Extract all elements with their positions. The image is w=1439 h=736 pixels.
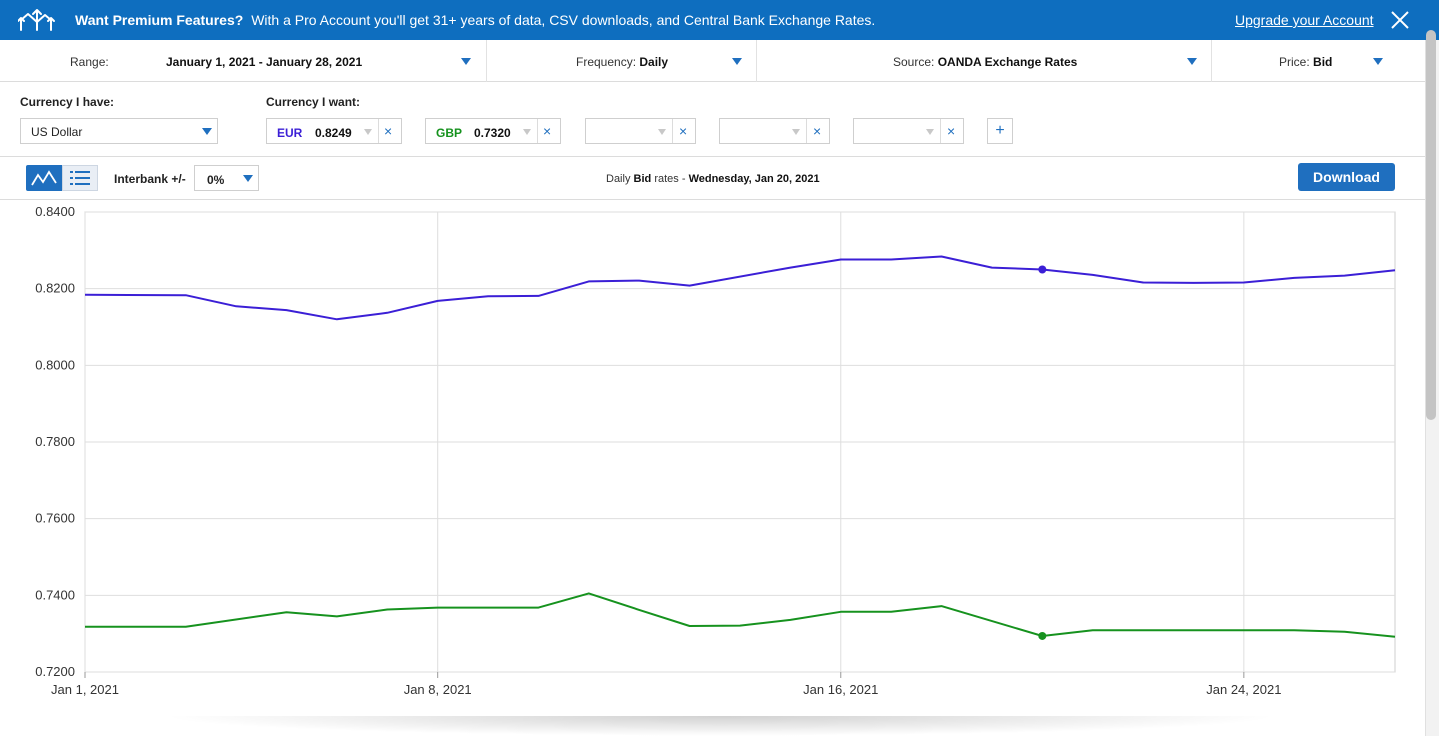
chart-view-button[interactable] — [26, 165, 62, 191]
currency-rate: 0.8249 — [315, 126, 352, 140]
divider — [806, 119, 807, 143]
remove-currency-icon[interactable]: × — [947, 123, 956, 139]
series-line-eur — [84, 255, 1396, 321]
currency-want-empty-1[interactable]: × — [585, 118, 696, 144]
chevron-down-icon — [792, 129, 800, 135]
range-selector[interactable]: Range: January 1, 2021 - January 28, 202… — [0, 40, 486, 82]
banner-text: With a Pro Account you'll get 31+ years … — [251, 12, 876, 28]
highlight-point-gbp — [1038, 631, 1047, 640]
y-tick-label: 0.7200 — [35, 664, 75, 679]
upgrade-account-link[interactable]: Upgrade your Account — [1235, 12, 1374, 28]
price-selector[interactable]: Price: Bid — [1211, 40, 1425, 82]
currency-have-label: Currency I have: — [20, 95, 115, 109]
currency-section: Currency I have: US Dollar Currency I wa… — [0, 82, 1425, 157]
y-tick-label: 0.8000 — [35, 357, 75, 372]
currency-rate: 0.7320 — [474, 126, 511, 140]
list-icon — [70, 171, 90, 185]
caption-frequency: Daily — [606, 173, 631, 185]
arrows-up-logo-icon — [18, 9, 55, 31]
chevron-down-icon — [523, 129, 531, 135]
x-tick-label: Jan 24, 2021 — [1206, 682, 1281, 697]
currency-want-empty-2[interactable]: × — [719, 118, 830, 144]
add-currency-button[interactable]: + — [987, 118, 1013, 144]
remove-currency-icon[interactable]: × — [813, 123, 822, 139]
currency-want-eur[interactable]: EUR 0.8249 × — [266, 118, 402, 144]
range-value: January 1, 2021 - January 28, 2021 — [166, 55, 363, 69]
chevron-down-icon — [1373, 58, 1383, 65]
line-chart-icon — [31, 170, 57, 186]
frequency-selector[interactable]: Frequency: Daily — [486, 40, 756, 82]
table-view-button[interactable] — [62, 165, 98, 191]
currency-code: EUR — [277, 126, 303, 140]
banner-title: Want Premium Features? — [75, 12, 244, 28]
filter-bar: Range: January 1, 2021 - January 28, 202… — [0, 40, 1425, 82]
divider — [672, 119, 673, 143]
range-label: Range: — [70, 55, 109, 69]
chevron-down-icon — [243, 175, 253, 182]
chevron-down-icon — [1187, 58, 1197, 65]
price-value: Bid — [1313, 55, 1333, 69]
chevron-down-icon — [202, 128, 212, 135]
interbank-select[interactable]: 0% — [194, 165, 259, 191]
caption-rates: rates - — [654, 173, 686, 185]
remove-currency-icon[interactable]: × — [679, 123, 688, 139]
remove-currency-icon[interactable]: × — [384, 123, 393, 139]
x-tick-label: Jan 1, 2021 — [51, 682, 119, 697]
y-tick-label: 0.7600 — [35, 511, 75, 526]
interbank-label: Interbank +/- — [114, 172, 186, 186]
currency-want-empty-3[interactable]: × — [853, 118, 964, 144]
exchange-rate-chart[interactable]: 0.8400 0.8200 0.8000 0.7800 0.7600 0.7400 0.72… — [0, 200, 1425, 710]
y-tick-label: 0.7800 — [35, 434, 75, 449]
currency-have-value: US Dollar — [31, 125, 83, 139]
currency-want-gbp[interactable]: GBP 0.7320 × — [425, 118, 561, 144]
divider — [537, 119, 538, 143]
interbank-value: 0% — [207, 173, 225, 187]
series-line-gbp — [85, 592, 1396, 638]
chevron-down-icon — [926, 129, 934, 135]
chart-caption: Daily Bid rates - Wednesday, Jan 20, 202… — [606, 173, 820, 185]
highlight-point-eur — [1038, 265, 1047, 274]
chevron-down-icon — [364, 129, 372, 135]
caption-price: Bid — [633, 173, 652, 185]
close-icon[interactable] — [1389, 9, 1411, 31]
source-value: OANDA Exchange Rates — [937, 55, 1078, 69]
remove-currency-icon[interactable]: × — [543, 123, 552, 139]
source-label: Source: — [893, 55, 935, 69]
currency-code: GBP — [436, 126, 463, 140]
x-tick-label: Jan 16, 2021 — [803, 682, 878, 697]
divider — [378, 119, 379, 143]
currency-want-label: Currency I want: — [266, 95, 361, 109]
x-tick-label: Jan 8, 2021 — [404, 682, 472, 697]
source-selector[interactable]: Source: OANDA Exchange Rates — [756, 40, 1211, 82]
chevron-down-icon — [732, 58, 742, 65]
banner-message: Want Premium Features? With a Pro Accoun… — [75, 12, 875, 28]
caption-date: Wednesday, Jan 20, 2021 — [688, 173, 820, 185]
currency-have-select[interactable]: US Dollar — [20, 118, 218, 144]
price-label: Price: — [1279, 55, 1310, 69]
chevron-down-icon — [461, 58, 471, 65]
download-button[interactable]: Download — [1298, 163, 1395, 191]
bottom-shadow — [160, 716, 1280, 736]
y-tick-label: 0.8200 — [35, 281, 75, 296]
y-tick-label: 0.8400 — [35, 204, 75, 219]
y-tick-label: 0.7400 — [35, 587, 75, 602]
chevron-down-icon — [658, 129, 666, 135]
chart-toolbar: Interbank +/- 0% Daily Bid rates - Wedne… — [0, 157, 1425, 200]
frequency-label: Frequency: — [576, 55, 637, 69]
page-scrollbar[interactable] — [1426, 30, 1436, 420]
frequency-value: Daily — [639, 55, 669, 69]
premium-banner: Want Premium Features? With a Pro Accoun… — [0, 0, 1439, 40]
divider — [940, 119, 941, 143]
